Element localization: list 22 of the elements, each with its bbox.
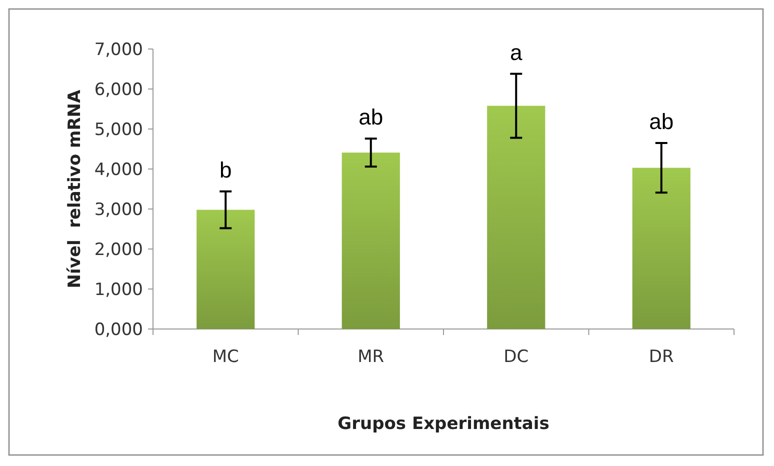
y-tick-label: 2,000 <box>94 240 143 260</box>
y-tick-label: 7,000 <box>94 40 143 60</box>
y-tick-label: 0,000 <box>94 320 143 340</box>
y-tick-label: 3,000 <box>94 200 143 220</box>
annotation: a <box>510 40 523 65</box>
bar <box>342 152 400 329</box>
x-tick-label: DC <box>504 347 529 367</box>
bar <box>487 106 546 329</box>
x-axis-title: Grupos Experimentais <box>338 414 550 434</box>
annotation: ab <box>649 109 674 134</box>
x-tick-label: MR <box>358 347 384 367</box>
bar <box>632 168 690 329</box>
y-tick-label: 4,000 <box>94 160 143 180</box>
annotation: ab <box>358 104 384 130</box>
x-tick-label: MC <box>212 347 239 367</box>
annotation: b <box>220 157 232 182</box>
y-axis-title: Nível relativo mRNA <box>65 88 85 288</box>
x-tick-label: DR <box>648 347 674 367</box>
bar <box>196 210 255 329</box>
y-tick-label: 1,000 <box>94 280 143 300</box>
y-tick-label: 5,000 <box>94 120 143 140</box>
y-tick-label: 6,000 <box>94 80 143 100</box>
